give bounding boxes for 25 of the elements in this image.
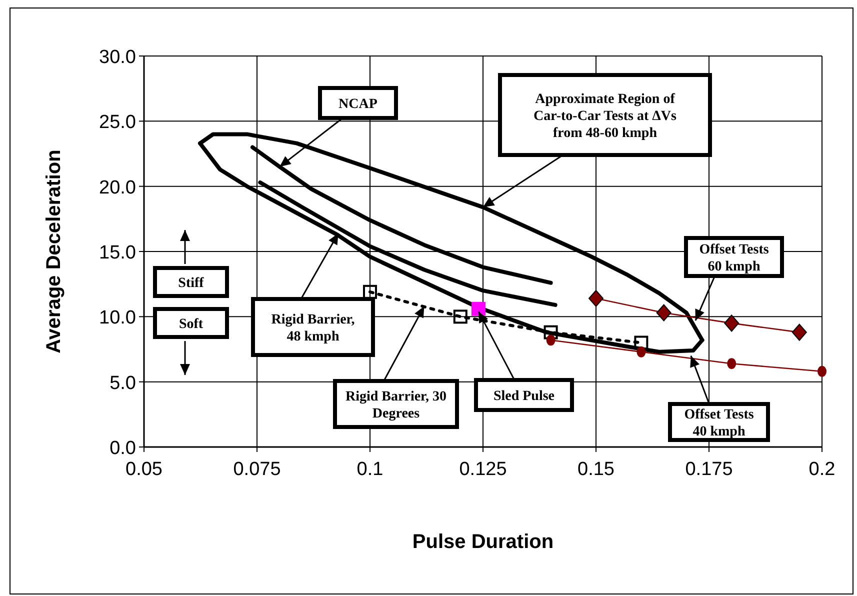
x-tick-label: 0.1 bbox=[356, 459, 384, 480]
y-tick-label: 30.0 bbox=[99, 47, 136, 68]
y-tick-label: 10.0 bbox=[99, 308, 136, 329]
annotation: Approximate Region of Car-to-Car Tests at ΔVs from 48-60 kmph bbox=[534, 92, 678, 141]
x-tick-label: 0.05 bbox=[126, 459, 162, 480]
annotation: Soft bbox=[178, 317, 204, 332]
annotation: NCAP bbox=[338, 97, 378, 112]
x-axis-title: Pulse Duration bbox=[412, 531, 554, 553]
x-tick-label: 0.125 bbox=[459, 459, 507, 480]
y-axis-title: Average Deceleration bbox=[43, 150, 65, 354]
y-tick-label: 15.0 bbox=[99, 242, 136, 264]
y-tick-label: 20.0 bbox=[99, 177, 136, 198]
annotation: Rigid Barrier, 48 kmph bbox=[271, 312, 355, 344]
y-tick-label: 5.0 bbox=[110, 372, 136, 394]
x-tick-label: 0.2 bbox=[808, 459, 836, 480]
annotation: Rigid Barrier, 30 Degrees bbox=[346, 390, 446, 422]
annotation: Offset Tests 40 kmph bbox=[684, 408, 754, 440]
annotation: Stiff bbox=[178, 276, 204, 291]
x-tick-label: 0.15 bbox=[578, 459, 614, 480]
x-tick-label: 0.175 bbox=[685, 459, 733, 480]
y-tick-label: 0.0 bbox=[110, 438, 136, 459]
y-tick-label: 25.0 bbox=[99, 112, 136, 134]
x-tick-label: 0.075 bbox=[233, 459, 281, 480]
annotation: Offset Tests 60 kmph bbox=[699, 242, 770, 274]
annotation: Sled Pulse bbox=[493, 389, 555, 404]
